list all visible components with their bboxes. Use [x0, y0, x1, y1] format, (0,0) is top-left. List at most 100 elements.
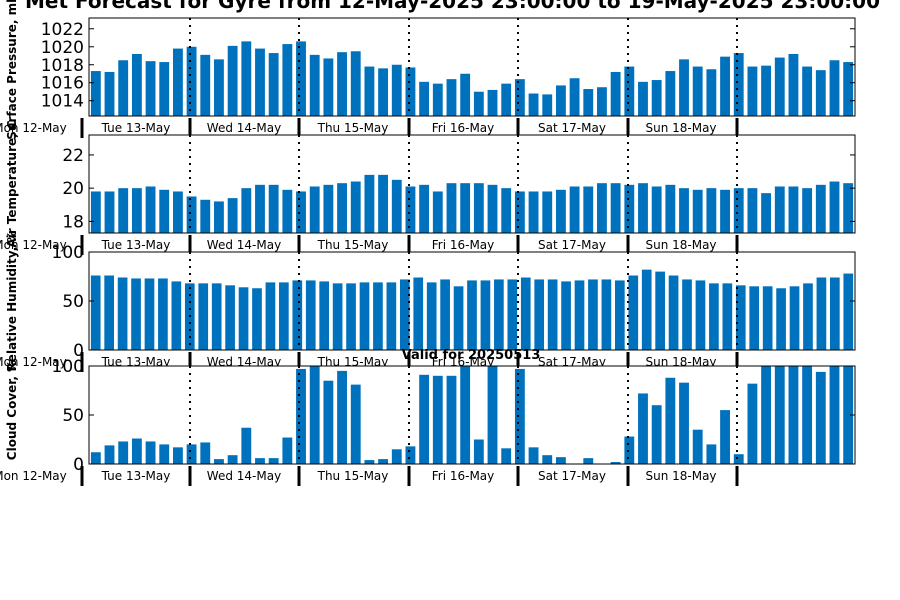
bar [118, 441, 129, 464]
bar [692, 189, 703, 233]
bar [574, 280, 585, 350]
valid-date-label: Valid for 20250513 [402, 348, 541, 363]
bar [706, 69, 717, 116]
bar [467, 280, 477, 350]
bar [432, 83, 443, 116]
bar [171, 281, 182, 350]
bar [528, 191, 539, 233]
bar [651, 186, 662, 233]
bar [172, 447, 183, 464]
bar [282, 437, 293, 464]
x-day-label: Sat 17-May [538, 121, 606, 135]
bar [507, 279, 518, 350]
bar [829, 366, 840, 464]
bar [514, 368, 525, 464]
bar [641, 269, 652, 350]
x-day-label: Mon 12-May [0, 238, 67, 252]
bar [802, 366, 813, 464]
bar [788, 366, 799, 464]
bar [211, 283, 222, 350]
bar [268, 184, 279, 233]
bar [446, 79, 457, 116]
bar [788, 53, 799, 116]
bar [610, 183, 621, 233]
bar [238, 287, 249, 350]
bar [709, 283, 719, 350]
bar [364, 174, 375, 233]
bar [131, 53, 142, 116]
bar [172, 191, 183, 233]
bar [802, 188, 813, 233]
bar [762, 286, 773, 350]
bar [145, 186, 156, 233]
bar [668, 275, 679, 350]
bar [323, 184, 334, 233]
bar [655, 271, 665, 350]
bar [501, 188, 512, 233]
bar [774, 186, 785, 233]
bar [296, 368, 306, 464]
bar [296, 41, 306, 116]
x-day-label: Fri 16-May [432, 469, 495, 483]
y-axis-label: Cloud Cover, % [5, 360, 19, 460]
bar [547, 279, 558, 350]
bar [378, 68, 389, 116]
bar [346, 283, 356, 350]
bar [426, 282, 437, 350]
bar [186, 444, 197, 464]
y-axis-label: Relative Humidity, % [5, 231, 19, 372]
y-tick-label: 1016 [41, 74, 84, 94]
bar [200, 54, 211, 116]
bar [118, 60, 129, 116]
bar [200, 442, 211, 464]
x-day-label: Sat 17-May [538, 238, 606, 252]
y-tick-label: 0 [73, 341, 84, 361]
bar [815, 184, 826, 233]
bar [446, 183, 457, 233]
bar [268, 458, 279, 464]
bar [172, 48, 183, 116]
bar [473, 439, 484, 464]
bar [487, 366, 498, 464]
bar [528, 447, 539, 464]
bar [843, 366, 854, 464]
x-day-label: Mon 12-May [0, 355, 67, 369]
bar [145, 61, 156, 116]
bar [350, 384, 361, 464]
bar [815, 70, 826, 116]
bar [651, 405, 662, 464]
bar [131, 188, 142, 233]
y-tick-label: 50 [62, 292, 84, 312]
bar [453, 286, 464, 350]
bar [720, 410, 730, 464]
bar [542, 455, 553, 464]
bar [214, 201, 224, 233]
bar [405, 67, 416, 116]
bar [131, 278, 141, 350]
bar [460, 73, 471, 116]
bar [268, 53, 279, 116]
bar [638, 81, 648, 116]
bar [761, 65, 772, 116]
bar [118, 188, 129, 233]
bar [378, 459, 389, 464]
bar [843, 62, 854, 116]
y-tick-label: 50 [62, 406, 84, 426]
bar [555, 85, 566, 116]
bar [473, 91, 484, 116]
bar [198, 283, 209, 350]
bar [337, 370, 347, 464]
bar [359, 282, 370, 350]
bar [309, 186, 320, 233]
x-day-label: Sun 18-May [645, 469, 716, 483]
x-day-label: Thu 15-May [317, 238, 389, 252]
bar [601, 279, 612, 350]
bar [651, 80, 662, 116]
bar [292, 280, 303, 350]
bar [776, 288, 786, 350]
bar [665, 184, 676, 233]
bar [432, 191, 443, 233]
bar [405, 186, 416, 233]
bar [227, 455, 238, 464]
